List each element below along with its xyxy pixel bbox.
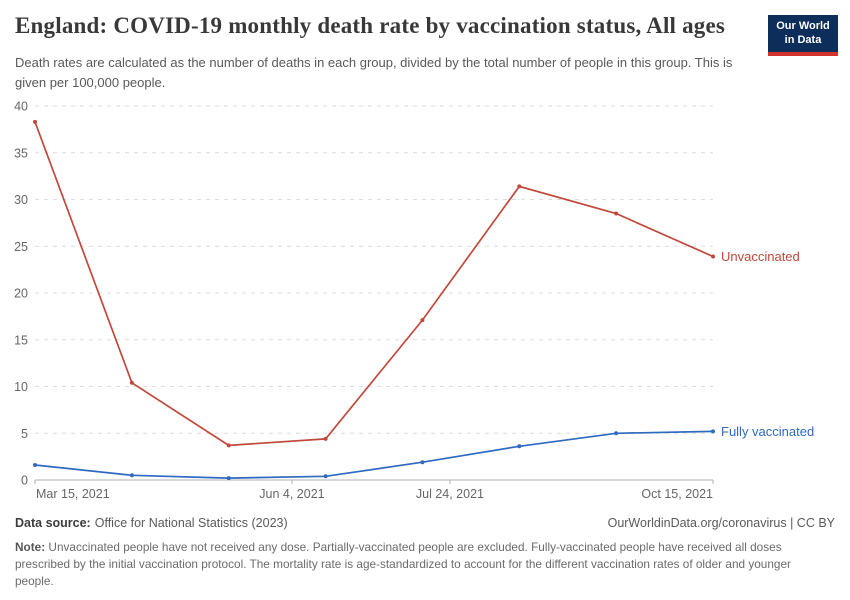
note-label: Note: xyxy=(15,540,46,554)
y-axis-tick-label: 5 xyxy=(21,427,28,441)
y-axis-tick-label: 30 xyxy=(14,193,28,207)
x-axis-tick-label: Jul 24, 2021 xyxy=(416,487,484,501)
owid-logo-text: Our World in Data xyxy=(768,15,838,52)
series-label-fully-vaccinated: Fully vaccinated xyxy=(721,424,814,439)
owid-logo-line1: Our World xyxy=(776,20,830,32)
y-axis-tick-label: 10 xyxy=(14,380,28,394)
line-unvaccinated xyxy=(34,121,714,447)
point-unvaccinated xyxy=(129,380,134,385)
point-unvaccinated xyxy=(33,119,37,124)
chart-subtitle: Death rates are calculated as the number… xyxy=(15,55,733,91)
point-fully-vaccinated xyxy=(129,473,134,478)
footer-note: Note: Unvaccinated people have not recei… xyxy=(15,539,817,590)
y-axis-tick-label: 35 xyxy=(14,146,28,160)
attribution-link[interactable]: OurWorldinData.org/coronavirus | CC BY xyxy=(607,516,835,530)
point-unvaccinated xyxy=(420,318,425,323)
chart-title: England: COVID-19 monthly death rate by … xyxy=(15,13,726,38)
series-label-unvaccinated: Unvaccinated xyxy=(721,249,800,264)
owid-logo-red-bar xyxy=(768,51,838,56)
data-source-value: Office for National Statistics (2023) xyxy=(94,516,288,530)
point-fully-vaccinated xyxy=(420,460,425,465)
point-fully-vaccinated xyxy=(323,474,328,479)
data-source-label: Data source: xyxy=(15,516,91,530)
y-axis-tick-label: 25 xyxy=(14,240,28,254)
note-text: Unvaccinated people have not received an… xyxy=(15,540,791,589)
x-axis-tick-label: Jun 4, 2021 xyxy=(259,487,324,501)
y-axis-tick-label: 40 xyxy=(14,100,28,114)
data-source: Data source: Office for National Statisti… xyxy=(15,516,288,530)
x-axis-tick-label: Mar 15, 2021 xyxy=(36,487,110,501)
point-fully-vaccinated xyxy=(711,429,715,434)
point-unvaccinated xyxy=(226,443,231,448)
point-fully-vaccinated xyxy=(614,431,619,436)
owid-logo[interactable]: Our World in Data xyxy=(768,15,838,56)
point-unvaccinated xyxy=(614,211,619,216)
line-fully-vaccinated xyxy=(34,430,714,479)
point-fully-vaccinated xyxy=(33,463,37,467)
y-axis-tick-label: 20 xyxy=(14,287,28,301)
point-fully-vaccinated xyxy=(226,476,231,481)
x-axis-tick-label: Oct 15, 2021 xyxy=(641,487,713,501)
owid-logo-line2: in Data xyxy=(784,33,822,46)
point-unvaccinated xyxy=(711,254,715,259)
point-unvaccinated xyxy=(323,436,328,441)
point-fully-vaccinated xyxy=(517,444,522,449)
footer-source-row: Data source: Office for National Statisti… xyxy=(15,516,835,530)
y-axis-tick-label: 15 xyxy=(14,333,28,347)
y-axis-tick-label: 0 xyxy=(21,474,28,488)
point-unvaccinated xyxy=(517,184,522,189)
